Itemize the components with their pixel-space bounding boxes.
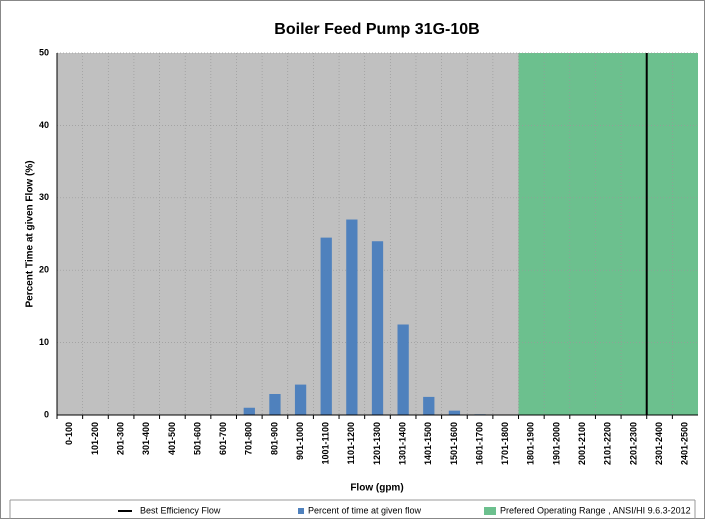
- x-tick-label: 1801-1900: [526, 422, 536, 465]
- bar: [294, 384, 307, 415]
- x-tick-label: 0-100: [64, 422, 74, 445]
- x-tick-label: 1001-1100: [321, 422, 331, 465]
- x-tick-label: 1401-1500: [423, 422, 433, 465]
- x-tick-label: 701-800: [244, 422, 254, 455]
- bar: [448, 410, 461, 415]
- x-tick-label: 2201-2300: [628, 422, 638, 465]
- y-tick-label: 50: [39, 47, 49, 57]
- bar: [269, 394, 281, 415]
- x-axis-title: Flow (gpm): [350, 483, 403, 494]
- chart-title: Boiler Feed Pump 31G-10B: [274, 21, 479, 38]
- x-tick-label: 1201-1300: [372, 422, 382, 465]
- bar: [371, 241, 384, 415]
- legend-swatch: [484, 507, 496, 515]
- x-tick-label: 2101-2200: [603, 422, 613, 465]
- x-tick-label: 201-300: [115, 422, 125, 455]
- x-tick-label: 501-600: [192, 422, 202, 455]
- bar: [243, 407, 255, 415]
- bar: [346, 219, 358, 415]
- legend-label: Prefered Operating Range , ANSI/HI 9.6.3…: [500, 505, 691, 515]
- x-tick-label: 601-700: [218, 422, 228, 455]
- y-tick-label: 10: [39, 337, 49, 347]
- x-tick-label: 1601-1700: [474, 422, 484, 465]
- x-tick-label: 1501-1600: [449, 422, 459, 465]
- operating-range: [518, 53, 698, 415]
- x-tick-label: 2001-2100: [577, 422, 587, 465]
- x-tick-label: 1301-1400: [398, 422, 408, 465]
- legend-label: Percent of time at given flow: [308, 505, 422, 515]
- x-tick-label: 801-900: [269, 422, 279, 455]
- y-axis-title: Percent Time at given Flow (%): [25, 160, 36, 307]
- y-tick-label: 40: [39, 120, 49, 130]
- x-tick-label: 101-200: [90, 422, 100, 455]
- x-tick-label: 401-500: [167, 422, 177, 455]
- x-tick-label: 1701-1800: [500, 422, 510, 465]
- y-tick-label: 0: [44, 409, 49, 419]
- x-tick-label: 2401-2500: [680, 422, 690, 465]
- x-tick-label: 901-1000: [295, 422, 305, 460]
- bar: [423, 396, 435, 415]
- bar: [397, 324, 409, 415]
- legend-swatch: [298, 508, 304, 514]
- y-tick-label: 20: [39, 265, 49, 275]
- x-tick-label: 301-400: [141, 422, 151, 455]
- y-tick-label: 30: [39, 192, 49, 202]
- bar: [320, 237, 332, 415]
- legend-label: Best Efficiency Flow: [140, 505, 221, 515]
- x-tick-label: 1101-1200: [346, 422, 356, 465]
- x-tick-label: 1901-2000: [551, 422, 561, 465]
- x-tick-label: 2301-2400: [654, 422, 664, 465]
